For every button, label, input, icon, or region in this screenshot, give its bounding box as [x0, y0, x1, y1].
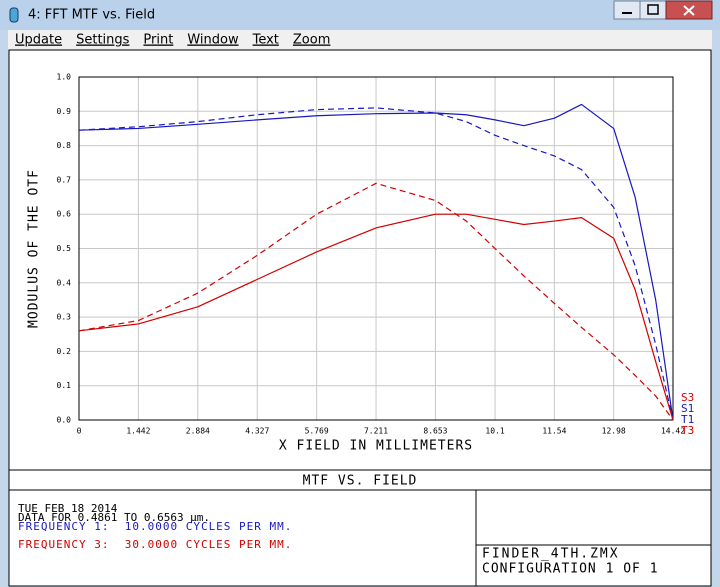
plot-panel: [8, 49, 712, 471]
frequency-label: FREQUENCY 3: 30.0000 CYCLES PER MM.: [18, 538, 292, 551]
x-tick-label: 0: [77, 427, 82, 436]
series-line: [78, 103, 674, 421]
y-axis-label: MODULUS OF THE OTF: [27, 169, 42, 328]
file-name: FINDER_4TH.ZMX: [482, 547, 620, 562]
plot-frame: [78, 76, 674, 421]
frequencies: FREQUENCY 1: 10.0000 CYCLES PER MM. FREQU…: [18, 520, 292, 551]
legend-label: S3: [681, 391, 694, 404]
menu-item[interactable]: Text: [252, 33, 279, 48]
x-tick-label: 7.211: [364, 427, 388, 436]
y-tick-label: 0.8: [57, 141, 72, 150]
minimize-button[interactable]: [613, 0, 641, 20]
menu-item[interactable]: Update: [15, 33, 62, 48]
configuration: CONFIGURATION 1 OF 1: [482, 562, 659, 577]
window-title: 4: FFT MTF vs. Field: [28, 8, 155, 23]
legend-label: T1: [681, 413, 694, 426]
title-bar: [0, 0, 720, 30]
y-tick-label: 0.6: [57, 210, 72, 219]
footer-title: MTF VS. FIELD: [303, 474, 418, 489]
app-icon: [9, 7, 19, 23]
footer-line: TUE FEB 18 2014: [18, 502, 118, 515]
y-tick-label: 0.0: [57, 416, 72, 425]
y-tick-label: 0.2: [57, 347, 72, 356]
y-tick-label: 1.0: [57, 73, 72, 82]
menu-item[interactable]: Window: [187, 33, 239, 48]
y-tick-label: 0.3: [57, 313, 72, 322]
x-tick-label: 11.54: [542, 427, 566, 436]
x-tick-label: 8.653: [423, 427, 447, 436]
chart: 0.0 0.1 0.2 0.3 0.4 0.5 0.6 0.7 0.8 0.9 1.0 0 1.442 2…: [27, 73, 695, 454]
y-tick-label: 0.5: [57, 244, 72, 253]
x-tick-label: 2.884: [186, 427, 210, 436]
menu-item[interactable]: Settings: [76, 33, 130, 48]
x-tick-label: 10.1: [485, 427, 504, 436]
series-line: [78, 107, 674, 421]
legend-label: S1: [681, 402, 694, 415]
menu-item[interactable]: Zoom: [293, 33, 330, 48]
y-tick-label: 0.4: [57, 278, 72, 287]
x-tick-label: 5.769: [305, 427, 329, 436]
x-axis-label: X FIELD IN MILLIMETERS: [279, 439, 473, 454]
menu-bar: [8, 30, 712, 50]
footer-panel: [8, 469, 712, 587]
y-tick-label: 0.1: [57, 381, 72, 390]
menu-item[interactable]: Print: [143, 33, 173, 48]
x-tick-label: 12.98: [602, 427, 626, 436]
maximize-button[interactable]: [639, 0, 667, 20]
legend-label: T3: [681, 424, 694, 437]
x-tick-label: 1.442: [126, 427, 150, 436]
y-tick-label: 0.7: [57, 175, 72, 184]
x-tick-label: 14.42: [661, 427, 685, 436]
maximize-icon: [647, 4, 659, 15]
menu: Update Settings Print Window Text Zoom: [15, 33, 330, 48]
footer-line: DATA FOR 0.4861 TO 0.6563 µm.: [18, 511, 210, 524]
frequency-label: FREQUENCY 1: 10.0000 CYCLES PER MM.: [18, 520, 292, 533]
series-line: [78, 182, 674, 421]
x-tick-label: 4.327: [245, 427, 269, 436]
close-icon: [683, 5, 695, 16]
series-line: [78, 213, 674, 421]
y-tick-label: 0.9: [57, 107, 72, 116]
